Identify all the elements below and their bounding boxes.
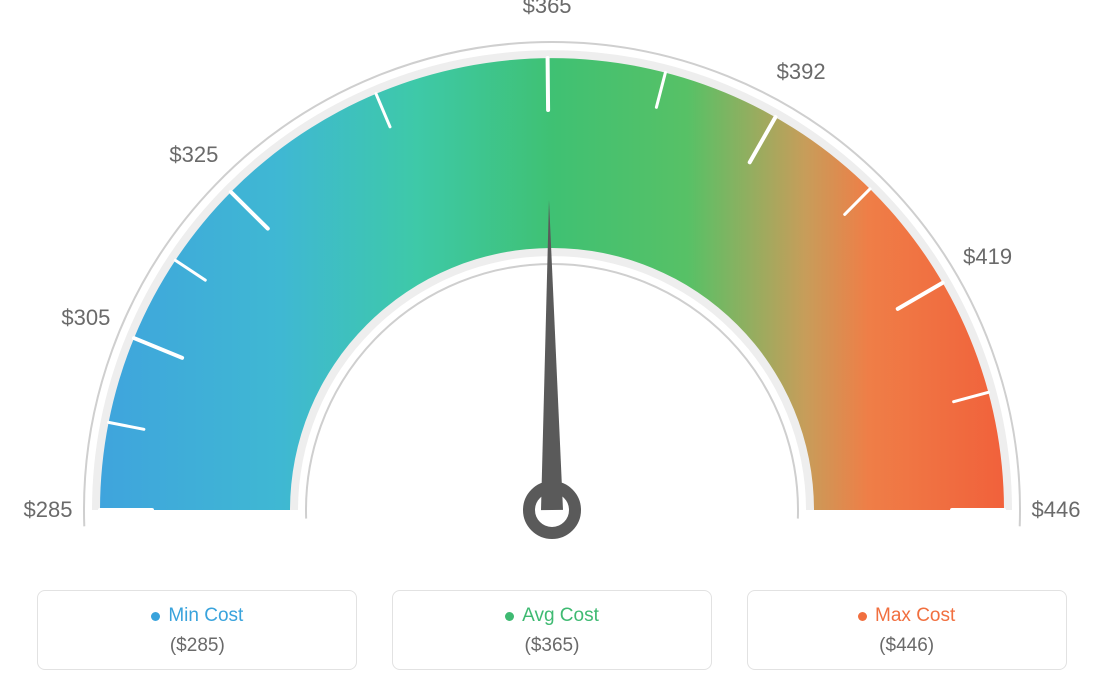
legend-title: Min Cost bbox=[151, 605, 243, 627]
legend-label: Max Cost bbox=[875, 605, 955, 627]
gauge-tick-label: $419 bbox=[963, 244, 1012, 270]
gauge-tick-label: $305 bbox=[61, 305, 110, 331]
legend-value: ($365) bbox=[403, 635, 701, 657]
legend-dot-icon bbox=[151, 612, 160, 621]
legend-box: Max Cost ($446) bbox=[747, 590, 1067, 670]
legend-label: Avg Cost bbox=[522, 605, 599, 627]
legend-title: Avg Cost bbox=[505, 605, 599, 627]
legend-title: Max Cost bbox=[858, 605, 955, 627]
gauge-chart: $285 $305 $325 $365 $392 $419 $446 bbox=[0, 0, 1104, 560]
legend-label: Min Cost bbox=[168, 605, 243, 627]
legend-dot-icon bbox=[505, 612, 514, 621]
gauge-tick-label: $325 bbox=[169, 142, 218, 168]
legend-row: Min Cost ($285) Avg Cost ($365) Max Cost ($44… bbox=[0, 590, 1104, 670]
legend-value: ($285) bbox=[48, 635, 346, 657]
gauge-tick-label: $285 bbox=[24, 497, 73, 523]
legend-dot-icon bbox=[858, 612, 867, 621]
legend-box: Min Cost ($285) bbox=[37, 590, 357, 670]
gauge-tick-label: $392 bbox=[777, 59, 826, 85]
legend-box: Avg Cost ($365) bbox=[392, 590, 712, 670]
legend-value: ($446) bbox=[758, 635, 1056, 657]
gauge-svg bbox=[0, 0, 1104, 560]
gauge-tick-label: $365 bbox=[523, 0, 572, 19]
gauge-tick-label: $446 bbox=[1032, 497, 1081, 523]
